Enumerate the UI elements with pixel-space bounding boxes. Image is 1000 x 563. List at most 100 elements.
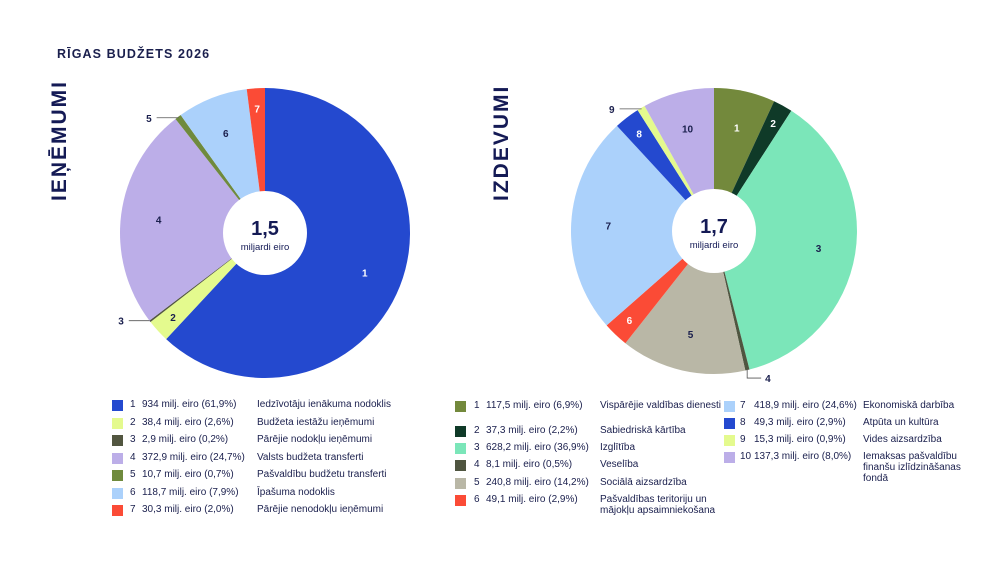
legend-amount: 30,3 milj. eiro (2,0%) [142,504,234,515]
legend-amount: 240,8 milj. eiro (14,2%) [486,477,589,488]
legend-number: 1 [130,399,136,410]
legend-description: Pašvaldības teritoriju un mājokļu apsaim… [600,494,716,516]
total-value: 1,7 [700,216,728,238]
legend-amount: 49,3 milj. eiro (2,9%) [754,417,846,428]
legend-number: 10 [740,451,752,462]
legend-amount: 117,5 milj. eiro (6,9%) [486,400,583,411]
legend-number: 4 [130,451,136,463]
slice-label-1: 1 [362,268,368,279]
slice-label-9: 9 [609,105,615,116]
expenditure-pie: 1 2 3 4 5 6 7 8 9 10 1,7 miljardi eiro [570,88,857,385]
legend-item-10: 10 137,3 milj. eiro (8,0%) Iemaksas pašval… [724,451,994,484]
legend-description: Iemaksas pašvaldību finanšu izlīdzināšan… [863,451,961,484]
legend-description: Pašvaldību budžetu transferti [257,469,387,480]
legend-item-5: 5 240,8 milj. eiro (14,2%) Sociālā aizsard… [455,477,725,491]
legend-item-7: 7 418,9 milj. eiro (24,6%) Ekonomiskā darb… [724,400,994,414]
legend-item-2: 2 37,3 milj. eiro (2,2%) Sabiedriskā kārtī… [455,425,725,439]
legend-swatch [112,400,123,411]
legend-swatch [455,460,466,471]
legend-amount: 2,9 milj. eiro (0,2%) [142,434,229,445]
legend-amount: 934 milj. eiro (61,9%) [142,399,237,410]
legend-description: Izglītība [600,442,636,453]
legend-number: 3 [130,434,136,445]
slice-label-7: 7 [254,105,260,116]
legend-swatch [455,401,466,412]
total-unit: miljardi eiro [690,240,739,251]
legend-description: Vides aizsardzība [863,434,942,445]
slice-label-7: 7 [606,222,612,233]
legend-item-3: 3 2,9 milj. eiro (0,2%) Pārējie nodokļu ie… [112,434,452,448]
pie-slice-3 [714,110,857,370]
slice-label-1: 1 [734,124,740,135]
legend-amount: 118,7 milj. eiro (7,9%) [142,486,239,498]
legend-number: 3 [474,442,480,453]
revenue-legend: 1 934 milj. eiro (61,9%) Iedzīvotāju ienāk… [112,399,452,524]
legend-number: 9 [740,434,746,445]
slice-label-2: 2 [170,313,176,324]
total-value: 1,5 [251,218,279,240]
slice-label-6: 6 [223,129,229,140]
pie-center-circle [223,191,307,275]
legend-number: 8 [740,417,746,428]
legend-amount: 372,9 milj. eiro (24,7%) [142,451,245,463]
page-title: RĪGAS BUDŽETS 2026 [57,47,211,61]
slice-label-3: 3 [816,244,822,255]
pie-center-circle [672,189,756,273]
legend-amount: 37,3 milj. eiro (2,2%) [486,425,578,436]
legend-description: Sociālā aizsardzība [600,477,687,488]
legend-number: 6 [130,486,136,498]
legend-item-2: 2 38,4 milj. eiro (2,6%) Budžeta iestāžu i… [112,417,452,431]
legend-description: Veselība [600,459,639,470]
slice-label-4: 4 [765,374,771,385]
legend-amount: 137,3 milj. eiro (8,0%) [754,451,852,462]
legend-swatch [455,443,466,454]
legend-number: 2 [474,425,480,436]
legend-item-1: 1 117,5 milj. eiro (6,9%) Vispārējie valdī… [455,400,725,414]
slice-label-3: 3 [118,317,124,328]
legend-item-3: 3 628,2 milj. eiro (36,9%) Izglītība [455,442,725,456]
legend-amount: 628,2 milj. eiro (36,9%) [486,442,589,453]
legend-item-5: 5 10,7 milj. eiro (0,7%) Pašvaldību budžet… [112,469,452,483]
legend-swatch [112,452,123,464]
revenue-pie: 1 2 3 4 5 6 7 1,5 miljardi eiro [118,88,411,378]
legend-amount: 49,1 milj. eiro (2,9%) [486,494,578,505]
legend-amount: 8,1 milj. eiro (0,5%) [486,459,573,470]
legend-description: Valsts budžeta transferti [257,451,364,463]
legend-item-6: 6 118,7 milj. eiro (7,9%) Īpašuma nodoklis [112,487,452,501]
slice-label-10: 10 [682,125,694,136]
expenditure-legend-col1: 1 117,5 milj. eiro (6,9%) Vispārējie valdī… [455,400,725,525]
legend-description: Vispārējie valdības dienesti [600,400,722,411]
legend-number: 5 [130,469,136,480]
legend-description: Budžeta iestāžu ieņēmumi [257,416,375,428]
legend-swatch [455,478,466,489]
legend-item-9: 9 15,3 milj. eiro (0,9%) Vides aizsardzība [724,434,994,448]
legend-description: Atpūta un kultūra [863,417,939,428]
callout-line-4 [746,369,762,379]
legend-amount: 38,4 milj. eiro (2,6%) [142,416,234,428]
slice-label-5: 5 [688,330,694,341]
legend-description: Iedzīvotāju ienākuma nodoklis [257,399,391,410]
slice-label-8: 8 [636,129,642,140]
slice-label-4: 4 [156,215,162,226]
pie-slice-7 [570,125,714,326]
legend-number: 1 [474,400,480,411]
legend-swatch [112,487,123,499]
legend-swatch [455,495,466,506]
legend-number: 2 [130,416,136,428]
legend-item-8: 8 49,3 milj. eiro (2,9%) Atpūta un kultūra [724,417,994,431]
legend-number: 6 [474,494,480,505]
legend-description: Pārējie nodokļu ieņēmumi [257,434,373,445]
legend-amount: 418,9 milj. eiro (24,6%) [754,400,857,411]
legend-swatch [112,417,123,429]
legend-swatch [112,470,123,481]
legend-swatch [724,418,735,429]
expenditure-legend-col2: 7 418,9 milj. eiro (24,6%) Ekonomiskā darb… [724,400,994,500]
slice-label-5: 5 [146,114,152,125]
legend-item-6: 6 49,1 milj. eiro (2,9%) Pašvaldības terit… [455,494,725,516]
legend-description: Ekonomiskā darbība [863,400,955,411]
legend-amount: 10,7 milj. eiro (0,7%) [142,469,234,480]
legend-swatch [724,435,735,446]
legend-number: 7 [740,400,746,411]
legend-item-1: 1 934 milj. eiro (61,9%) Iedzīvotāju ienāk… [112,399,452,413]
legend-swatch [724,401,735,412]
